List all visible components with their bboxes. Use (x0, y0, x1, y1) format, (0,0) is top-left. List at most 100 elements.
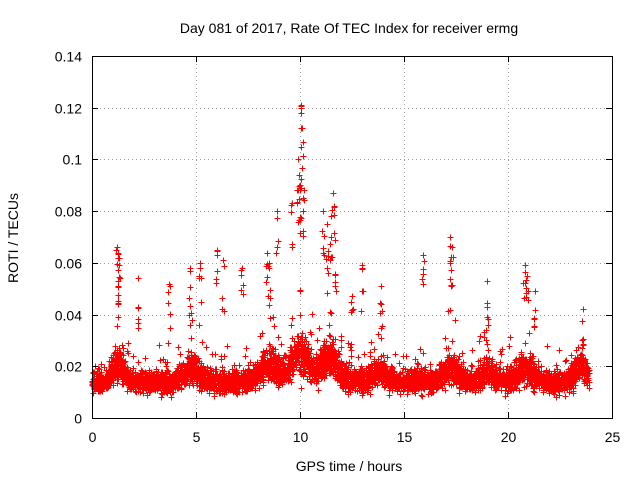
roti-point (170, 389, 177, 396)
roti-point (418, 365, 425, 372)
roti-point (570, 385, 577, 392)
roti-point (162, 359, 169, 366)
roti-point (98, 374, 105, 381)
roti-point (459, 350, 466, 357)
roti-point (259, 367, 266, 374)
roti-point (336, 361, 343, 368)
roti-point (114, 362, 121, 369)
roti-point (275, 384, 282, 391)
roti-point (355, 354, 362, 361)
roti-point (131, 378, 138, 385)
roti-point (301, 368, 308, 375)
roti-point (520, 355, 527, 362)
roti-point (130, 353, 137, 360)
roti-point (275, 334, 282, 341)
roti-point (512, 357, 519, 364)
roti-point (220, 374, 227, 381)
roti-point (419, 375, 426, 382)
roti-point (96, 366, 103, 373)
roti-point (521, 363, 528, 370)
roti-point (210, 368, 217, 375)
roti-point (274, 375, 281, 382)
roti-point (192, 353, 199, 360)
roti-point (420, 350, 427, 357)
roti-point (157, 383, 164, 390)
roti-point (245, 382, 252, 389)
roti-point (493, 385, 500, 392)
roti-point (415, 386, 422, 393)
roti-point (292, 348, 299, 355)
roti-point (196, 382, 203, 389)
roti-point (419, 393, 426, 400)
roti-point (324, 290, 331, 297)
roti-point (527, 373, 534, 380)
roti-point (364, 389, 371, 396)
roti-point (254, 368, 261, 375)
roti-point (124, 388, 131, 395)
roti-point (331, 355, 338, 362)
roti-point (533, 374, 540, 381)
roti-point (168, 394, 175, 401)
roti-point (510, 374, 517, 381)
roti-point (468, 362, 475, 369)
roti-point (448, 359, 455, 366)
roti-point (355, 382, 362, 389)
roti-point (308, 331, 315, 338)
roti-point (533, 364, 540, 371)
roti-point (112, 343, 119, 350)
roti-point (311, 372, 318, 379)
roti-point (267, 315, 274, 322)
roti-point (152, 382, 159, 389)
roti-point (221, 386, 228, 393)
roti-point (579, 345, 586, 352)
roti-point (524, 369, 531, 376)
roti-point (506, 343, 513, 350)
roti-point (575, 344, 582, 351)
roti-point (446, 381, 453, 388)
roti-point (257, 333, 264, 340)
roti-point (324, 366, 331, 373)
roti-point (136, 380, 143, 387)
roti-point (165, 380, 172, 387)
roti-point (253, 377, 260, 384)
roti-point (584, 370, 591, 377)
roti-point (297, 312, 304, 319)
roti-point (428, 390, 435, 397)
roti-point (322, 359, 329, 366)
roti-point (106, 358, 113, 365)
roti-point (318, 347, 325, 354)
roti-point (569, 372, 576, 379)
roti-point (306, 373, 313, 380)
roti-point (366, 375, 373, 382)
roti-point (205, 372, 212, 379)
roti-point (410, 382, 417, 389)
roti-point (476, 338, 483, 345)
roti-point (584, 364, 591, 371)
roti-point (384, 354, 391, 361)
roti-point (181, 371, 188, 378)
roti-point (428, 380, 435, 387)
roti-point (124, 348, 131, 355)
roti-point (372, 362, 379, 369)
roti-point (384, 368, 391, 375)
roti-point (392, 351, 399, 358)
roti-point (410, 370, 417, 377)
roti-point (532, 368, 539, 375)
roti-point (373, 373, 380, 380)
roti-point (577, 352, 584, 359)
roti-point (404, 391, 411, 398)
roti-point (298, 348, 305, 355)
roti-point (498, 351, 505, 358)
roti-point (183, 380, 190, 387)
roti-point (327, 333, 334, 340)
roti-point (307, 378, 314, 385)
roti-point (573, 365, 580, 372)
roti-point (586, 379, 593, 386)
roti-point (327, 309, 334, 316)
roti-point (269, 348, 276, 355)
roti-point (233, 390, 240, 397)
roti-point (259, 357, 266, 364)
roti-point (465, 376, 472, 383)
roti-point (209, 351, 216, 358)
roti-point (417, 346, 424, 353)
